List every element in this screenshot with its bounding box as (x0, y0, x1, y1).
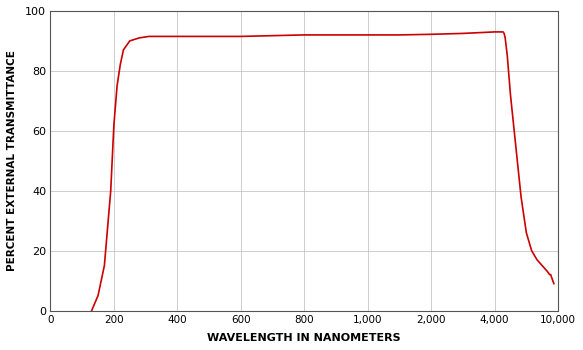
Y-axis label: PERCENT EXTERNAL TRANSMITTANCE: PERCENT EXTERNAL TRANSMITTANCE (7, 50, 17, 271)
X-axis label: WAVELENGTH IN NANOMETERS: WAVELENGTH IN NANOMETERS (208, 333, 401, 343)
